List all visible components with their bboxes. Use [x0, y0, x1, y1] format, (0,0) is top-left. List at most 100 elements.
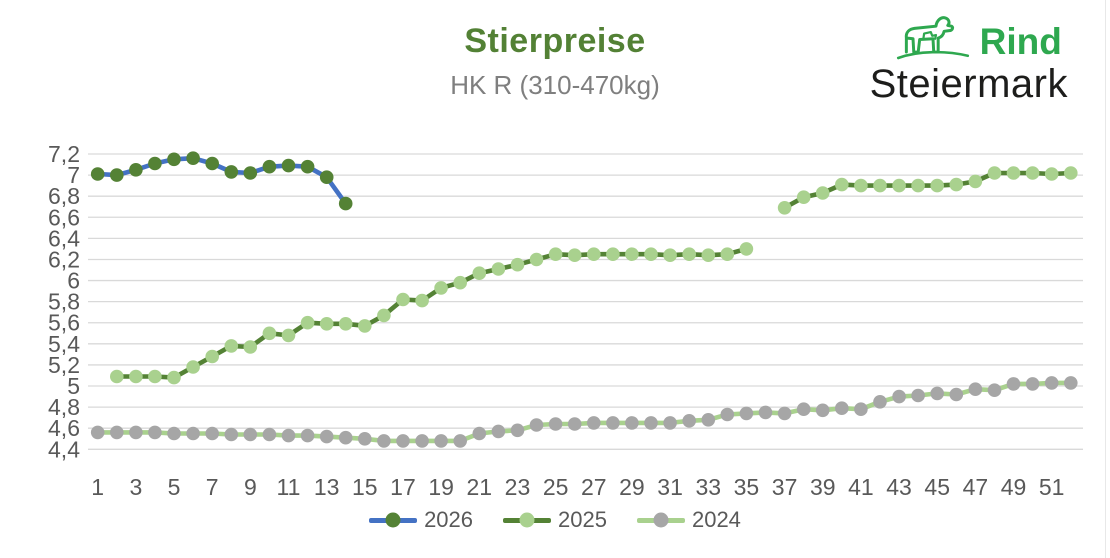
x-tick-label: 51 — [1039, 474, 1065, 500]
data-point-2026 — [205, 156, 219, 171]
y-tick-label: 7 — [67, 162, 80, 188]
data-point-2025 — [472, 266, 487, 281]
data-point-2024 — [854, 402, 868, 417]
x-tick-label: 47 — [963, 474, 989, 500]
logo-brand-steiermark: Steiermark — [869, 62, 1068, 106]
x-tick-label: 7 — [206, 474, 219, 500]
x-tick-label: 17 — [390, 474, 416, 500]
series-2024 — [90, 376, 1078, 448]
data-point-2024 — [262, 427, 277, 442]
data-point-2026 — [110, 168, 124, 182]
data-point-2024 — [510, 423, 525, 438]
data-point-2026 — [262, 159, 277, 174]
data-point-2025 — [358, 319, 372, 333]
x-tick-label: 37 — [772, 474, 798, 500]
data-point-2025 — [587, 247, 601, 261]
data-point-2025 — [396, 292, 410, 307]
y-tick-label: 6,2 — [48, 246, 80, 272]
data-point-2025 — [319, 317, 334, 331]
logo-top-row: Rind — [896, 14, 1062, 62]
series-line-2025 — [114, 246, 749, 380]
data-point-2024 — [1044, 376, 1059, 390]
data-point-2025 — [434, 281, 448, 295]
data-point-2026 — [338, 196, 353, 211]
chart-legend: 2026 2025 2024 — [0, 507, 1110, 533]
data-point-2025 — [167, 370, 181, 385]
data-point-2026 — [319, 170, 334, 184]
data-point-2025 — [606, 247, 620, 261]
x-tick-label: 27 — [581, 474, 607, 500]
data-point-2024 — [796, 402, 811, 417]
data-point-2025 — [987, 166, 1002, 180]
legend-label: 2025 — [558, 507, 607, 532]
data-point-2024 — [548, 417, 563, 431]
x-tick-label: 45 — [924, 474, 950, 500]
data-point-2024 — [1064, 376, 1078, 390]
data-point-2024 — [205, 426, 219, 441]
legend-line-sample — [503, 512, 552, 528]
x-tick-label: 23 — [505, 474, 531, 500]
data-point-2026 — [300, 159, 315, 174]
data-point-2025 — [1044, 167, 1059, 181]
data-point-2025 — [129, 369, 143, 384]
data-point-2024 — [243, 427, 258, 442]
data-point-2025 — [911, 178, 925, 193]
data-point-2025 — [1025, 166, 1040, 180]
data-point-2025 — [510, 257, 525, 272]
data-point-2026 — [129, 163, 143, 177]
x-tick-label: 33 — [695, 474, 721, 500]
data-point-2025 — [205, 349, 219, 364]
legend-item-2026: 2026 — [369, 507, 473, 533]
data-point-2025 — [682, 247, 696, 261]
data-point-2024 — [720, 407, 735, 422]
data-point-2025 — [625, 247, 639, 261]
data-point-2024 — [644, 416, 658, 430]
series-line-2024 — [95, 380, 1074, 444]
x-tick-label: 39 — [810, 474, 836, 500]
data-point-2025 — [224, 339, 239, 353]
y-tick-label: 6,8 — [48, 183, 80, 209]
y-tick-label: 5 — [67, 373, 80, 399]
data-point-2026 — [90, 167, 105, 181]
data-point-2024 — [1006, 377, 1021, 391]
y-tick-label: 7,2 — [48, 141, 80, 167]
data-point-2025 — [720, 247, 735, 261]
data-point-2025 — [491, 262, 506, 276]
data-point-2024 — [224, 427, 239, 442]
data-point-2024 — [663, 416, 677, 430]
x-tick-label: 5 — [168, 474, 181, 500]
data-point-2024 — [777, 406, 792, 421]
series-2025 — [110, 166, 1078, 385]
data-point-2024 — [377, 434, 391, 448]
x-tick-label: 15 — [352, 474, 378, 500]
data-point-2026 — [243, 166, 258, 180]
data-point-2025 — [1006, 166, 1021, 180]
rind-steiermark-logo: Rind Steiermark — [870, 14, 1068, 104]
data-point-2025 — [892, 178, 906, 193]
x-tick-label: 25 — [543, 474, 569, 500]
x-tick-label: 1 — [91, 474, 104, 500]
data-point-2024 — [567, 417, 582, 431]
x-tick-label: 35 — [734, 474, 760, 500]
data-point-2024 — [892, 389, 906, 404]
data-point-2025 — [262, 326, 277, 341]
data-point-2025 — [300, 315, 315, 330]
legend-marker-sample — [519, 512, 535, 528]
data-point-2025 — [548, 247, 563, 261]
data-point-2024 — [987, 383, 1002, 398]
data-point-2025 — [701, 248, 716, 262]
data-point-2025 — [110, 369, 124, 384]
gridlines — [88, 153, 1083, 450]
x-tick-label: 31 — [657, 474, 683, 500]
data-point-2026 — [281, 158, 296, 173]
y-axis-labels: 7,276,86,66,46,265,85,65,45,254,84,64,4 — [48, 141, 80, 462]
data-point-2024 — [758, 405, 773, 420]
y-tick-label: 4,8 — [48, 394, 80, 420]
data-point-2026 — [148, 156, 162, 171]
data-point-2024 — [911, 388, 925, 403]
logo-brand-rind: Rind — [979, 21, 1062, 62]
data-point-2024 — [815, 403, 830, 418]
x-tick-label: 41 — [848, 474, 874, 500]
data-point-2025 — [968, 174, 983, 189]
